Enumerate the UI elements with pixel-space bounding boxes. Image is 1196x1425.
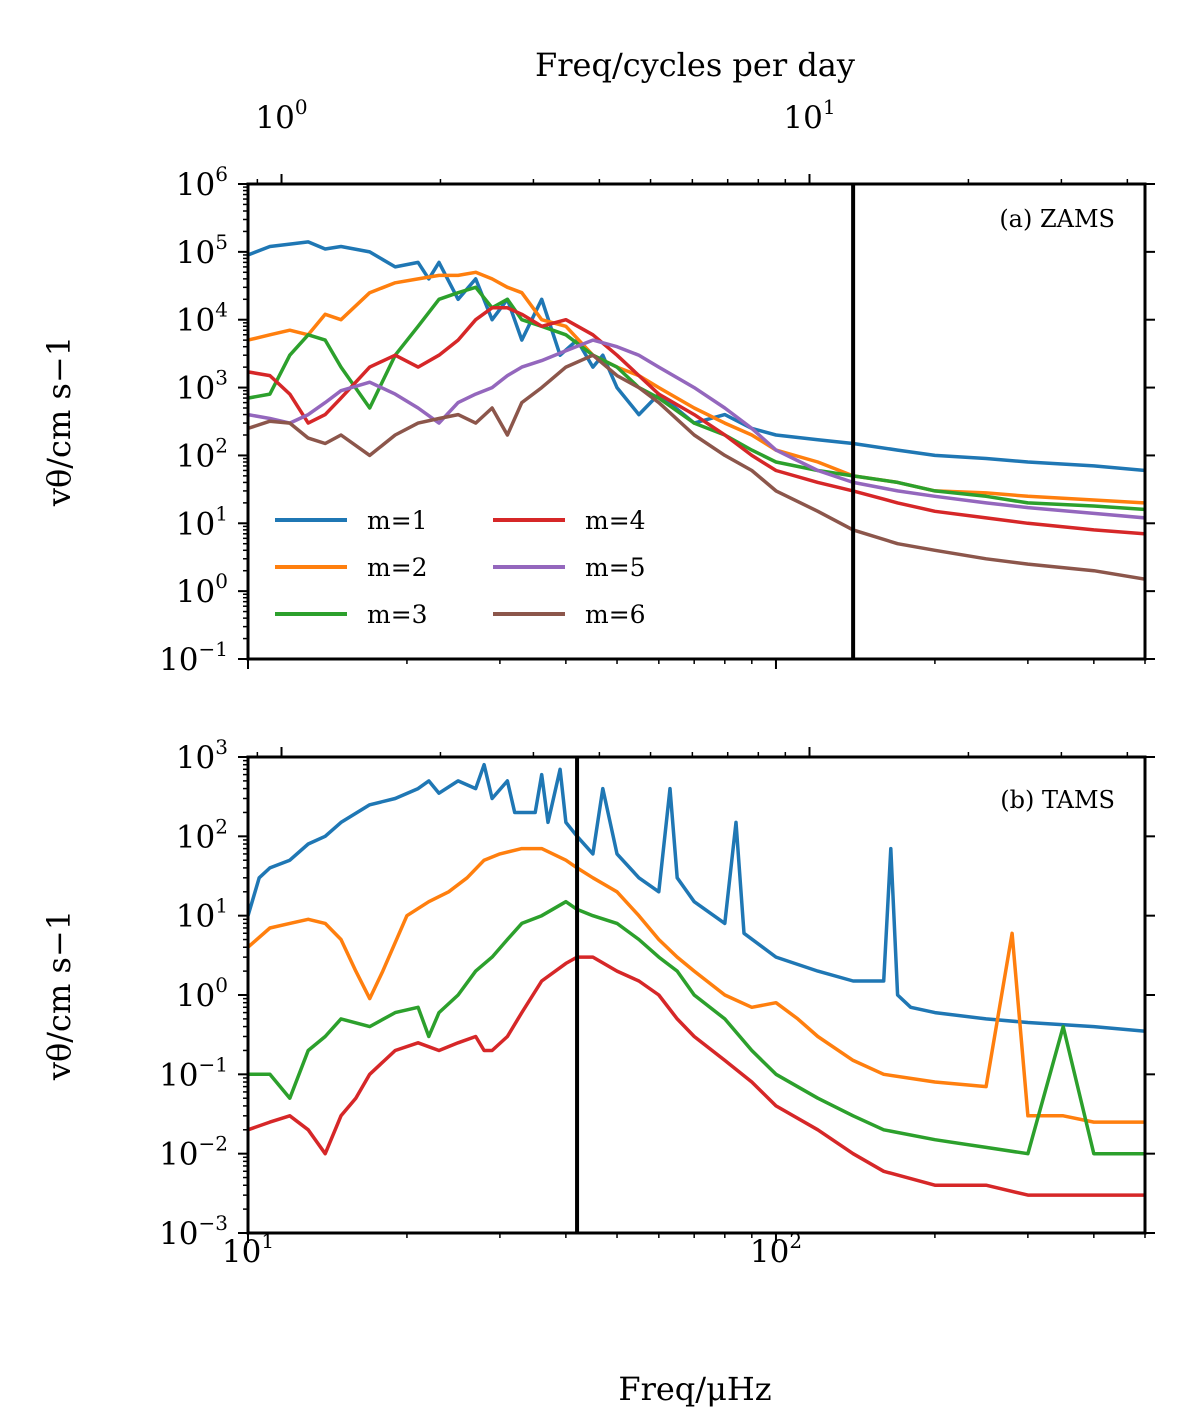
series-line-m3 bbox=[247, 285, 1146, 512]
y-tick-label: 100 bbox=[176, 569, 228, 610]
x-tick-label: 101 bbox=[222, 1229, 274, 1270]
y-tick-label: 100 bbox=[176, 973, 228, 1014]
y-tick-label: 105 bbox=[176, 230, 228, 271]
series-line-m2 bbox=[246, 846, 1145, 1124]
y-tick-label: 102 bbox=[176, 433, 228, 474]
x-tick-label: 102 bbox=[750, 1229, 802, 1270]
legend-label: m=1 bbox=[367, 506, 428, 535]
panel-zams-ticks: 10−1 100 101 102 103 104 105 106 bbox=[159, 162, 1155, 678]
series-line-m4 bbox=[247, 955, 1145, 1197]
legend-label: m=3 bbox=[367, 600, 428, 629]
panel-tams-y-title-text: vθ/cm s−1 bbox=[40, 910, 78, 1081]
series-line-m1 bbox=[247, 240, 1146, 473]
panel-zams-y-title-text: vθ/cm s−1 bbox=[40, 336, 78, 507]
series-line-m5 bbox=[247, 338, 1146, 520]
series-line-m6 bbox=[247, 353, 1146, 581]
legend-label: m=4 bbox=[585, 506, 646, 535]
legend: m=1 m=2 m=3 m=4 m=5 m=6 bbox=[275, 506, 646, 629]
panel-tams-y-title: vθ/cm s−1 bbox=[40, 910, 78, 1081]
panel-tams-label: (b) TAMS bbox=[1000, 786, 1115, 814]
panel-tams-frame bbox=[246, 755, 1147, 1235]
y-tick-label: 106 bbox=[176, 162, 228, 203]
y-tick-label: 10−3 bbox=[159, 1211, 228, 1252]
panel-tams-series bbox=[246, 757, 1146, 1233]
panel-zams-frame bbox=[246, 182, 1147, 661]
y-tick-label: 101 bbox=[176, 894, 228, 935]
x-axis-title: Freq/μHz bbox=[618, 1370, 771, 1408]
y-tick-label: 103 bbox=[176, 366, 228, 407]
panel-tams: 10−3 10−2 10−1 100 101 102 103 (b) TAMS vθ/cm … bbox=[40, 735, 1155, 1252]
y-tick-label: 10−2 bbox=[159, 1132, 228, 1173]
panel-zams-label: (a) ZAMS bbox=[999, 205, 1115, 233]
panel-tams-ticks: 10−3 10−2 10−1 100 101 102 103 bbox=[159, 735, 1155, 1252]
y-tick-label: 104 bbox=[176, 298, 228, 339]
panel-zams-y-title: vθ/cm s−1 bbox=[40, 336, 78, 507]
top-axis-tick-label: 101 bbox=[783, 95, 835, 136]
y-tick-label: 101 bbox=[176, 501, 228, 542]
y-tick-label: 10−1 bbox=[159, 637, 228, 678]
top-axis-tick-label: 100 bbox=[255, 95, 307, 136]
top-axis-title: Freq/cycles per day bbox=[535, 46, 855, 84]
legend-label: m=2 bbox=[367, 553, 428, 582]
legend-label: m=5 bbox=[585, 553, 646, 582]
panel-zams-series bbox=[247, 184, 1146, 659]
panel-zams: 10−1 100 101 102 103 104 105 106 (a) ZAMS vθ/cm… bbox=[40, 162, 1155, 678]
y-tick-label: 103 bbox=[176, 735, 228, 776]
y-tick-label: 10−1 bbox=[159, 1052, 228, 1093]
y-tick-label: 102 bbox=[176, 814, 228, 855]
legend-label: m=6 bbox=[585, 600, 646, 629]
